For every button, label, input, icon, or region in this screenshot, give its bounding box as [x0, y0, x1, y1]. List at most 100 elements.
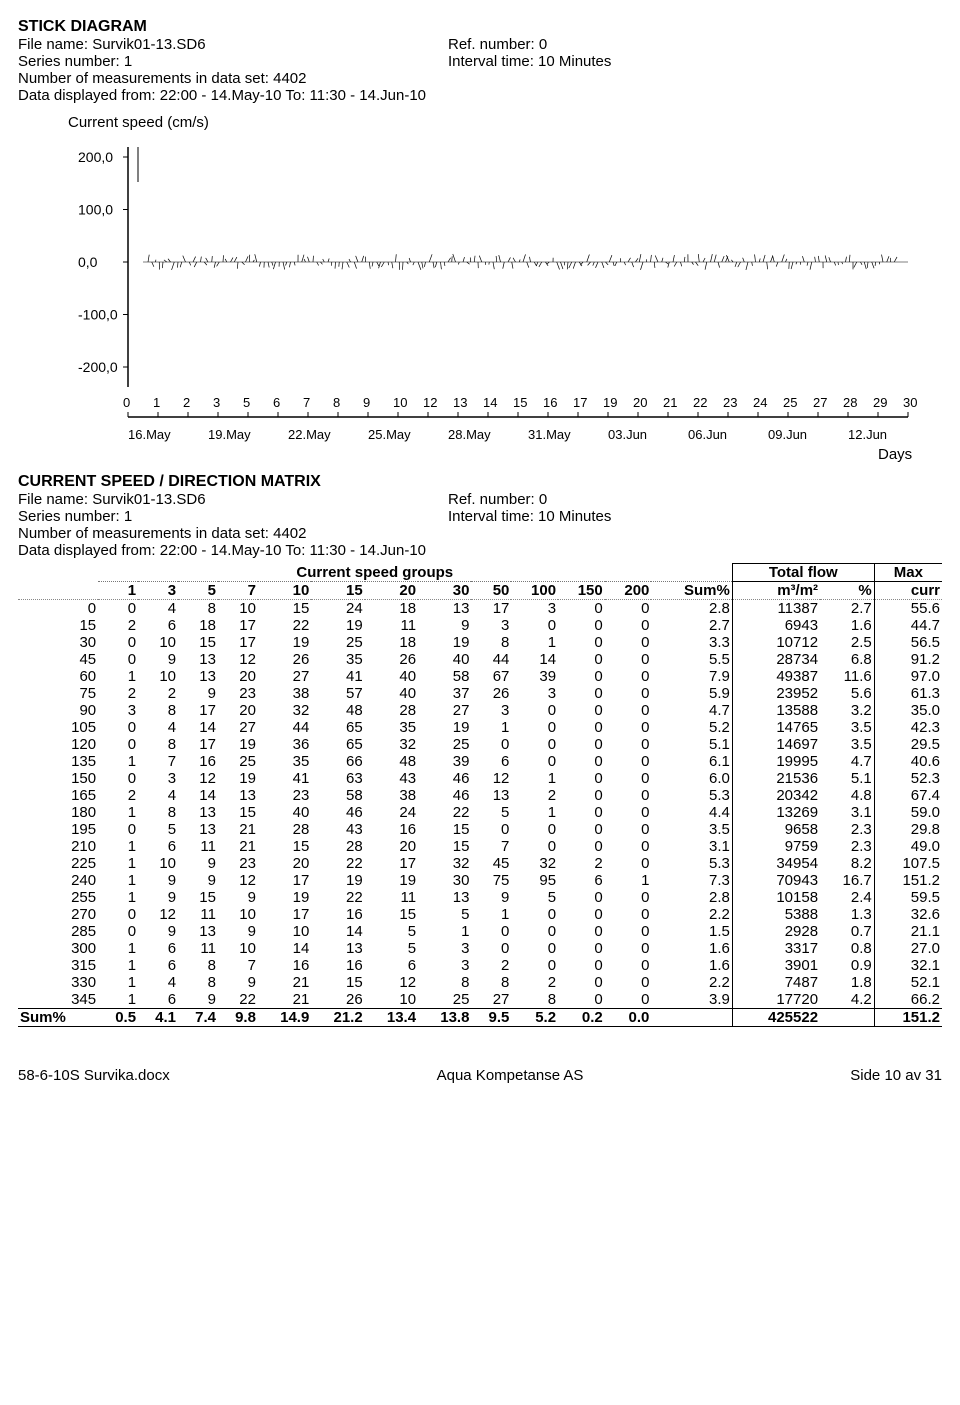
svg-text:17: 17 [573, 395, 587, 410]
pct-head: % [820, 582, 874, 600]
max-cell: 49.0 [874, 838, 942, 855]
svg-text:5: 5 [243, 395, 250, 410]
cell: 41 [311, 668, 364, 685]
cell: 18 [365, 634, 418, 651]
pct-cell: 1.3 [820, 906, 874, 923]
cell: 20 [218, 668, 258, 685]
svg-text:1: 1 [153, 395, 160, 410]
dir-label: 210 [18, 838, 98, 855]
cell: 20 [218, 702, 258, 719]
cell: 17 [218, 634, 258, 651]
svg-text:Days: Days [878, 446, 912, 463]
cell: 16 [258, 957, 311, 974]
cell: 19 [418, 634, 471, 651]
pct-cell: 2.4 [820, 889, 874, 906]
cell: 0 [558, 923, 605, 940]
pct-cell: 2.7 [820, 600, 874, 618]
cell: 26 [365, 651, 418, 668]
cell: 3 [511, 600, 558, 618]
speed-col: 1 [98, 582, 138, 600]
svg-text:06.Jun: 06.Jun [688, 427, 727, 442]
sum-cell: 2.8 [651, 600, 732, 618]
cell: 40 [418, 651, 471, 668]
cell: 9 [178, 855, 218, 872]
m3-cell: 17720 [732, 991, 820, 1009]
cell: 58 [311, 787, 364, 804]
cell: 1 [98, 991, 138, 1009]
sum-cell: 4.7 [651, 702, 732, 719]
page-footer: 58-6-10S Survika.docx Aqua Kompetanse AS… [18, 1067, 942, 1084]
svg-text:14: 14 [483, 395, 497, 410]
cell: 6 [558, 872, 605, 889]
cell: 45 [471, 855, 511, 872]
cell: 17 [218, 617, 258, 634]
svg-text:100,0: 100,0 [78, 202, 113, 218]
cell: 44 [258, 719, 311, 736]
cell: 40 [258, 804, 311, 821]
cell: 1 [98, 889, 138, 906]
cell: 2 [98, 685, 138, 702]
cell: 10 [258, 923, 311, 940]
cell: 0 [98, 600, 138, 618]
sumrow-cell: 9.8 [218, 1009, 258, 1027]
stick-svg: 200,0100,00,0-100,0-200,0012356789101213… [68, 137, 938, 467]
m3-cell: 10712 [732, 634, 820, 651]
cell: 2 [98, 617, 138, 634]
cell: 38 [365, 787, 418, 804]
cell: 1 [98, 804, 138, 821]
cell: 10 [218, 600, 258, 618]
m3-cell: 28734 [732, 651, 820, 668]
speed-col: 7 [218, 582, 258, 600]
cell: 0 [605, 753, 652, 770]
svg-text:-200,0: -200,0 [78, 359, 118, 375]
matrix-range: Data displayed from: 22:00 - 14.May-10 T… [18, 542, 942, 559]
cell: 21 [258, 974, 311, 991]
cell: 0 [471, 923, 511, 940]
cell: 25 [311, 634, 364, 651]
cell: 3 [471, 617, 511, 634]
cell: 16 [311, 957, 364, 974]
cell: 6 [138, 617, 178, 634]
m3-cell: 23952 [732, 685, 820, 702]
cell: 28 [311, 838, 364, 855]
cell: 9 [218, 974, 258, 991]
max-cell: 52.3 [874, 770, 942, 787]
cell: 0 [98, 719, 138, 736]
sum-cell: 7.3 [651, 872, 732, 889]
speed-col: 30 [418, 582, 471, 600]
max-cell: 59.5 [874, 889, 942, 906]
sumpct-head: Sum% [651, 582, 732, 600]
cell: 0 [605, 787, 652, 804]
cell: 11 [178, 940, 218, 957]
cell: 12 [471, 770, 511, 787]
cell: 21 [218, 838, 258, 855]
cell: 22 [311, 889, 364, 906]
cell: 0 [605, 668, 652, 685]
pct-cell: 3.5 [820, 719, 874, 736]
sumrow-cell: 7.4 [178, 1009, 218, 1027]
curr-head: curr [874, 582, 942, 600]
matrix-title: CURRENT SPEED / DIRECTION MATRIX [18, 473, 942, 491]
cell: 0 [511, 753, 558, 770]
cell: 28 [365, 702, 418, 719]
dir-label: 0 [18, 600, 98, 618]
cell: 0 [558, 702, 605, 719]
svg-text:12: 12 [423, 395, 437, 410]
pct-cell: 3.5 [820, 736, 874, 753]
footer-right: Side 10 av 31 [850, 1067, 942, 1084]
sum-cell: 3.1 [651, 838, 732, 855]
stick-ref: Ref. number: 0 [448, 36, 942, 53]
sum-cell: 5.3 [651, 855, 732, 872]
cell: 9 [471, 889, 511, 906]
cell: 9 [138, 923, 178, 940]
matrix-nmeas: Number of measurements in data set: 4402 [18, 525, 942, 542]
pct-cell: 4.2 [820, 991, 874, 1009]
dir-label: 345 [18, 991, 98, 1009]
stick-nmeas: Number of measurements in data set: 4402 [18, 70, 942, 87]
cell: 0 [511, 923, 558, 940]
cell: 16 [178, 753, 218, 770]
cell: 10 [218, 906, 258, 923]
cell: 0 [605, 719, 652, 736]
cell: 1 [511, 804, 558, 821]
cell: 5 [471, 804, 511, 821]
